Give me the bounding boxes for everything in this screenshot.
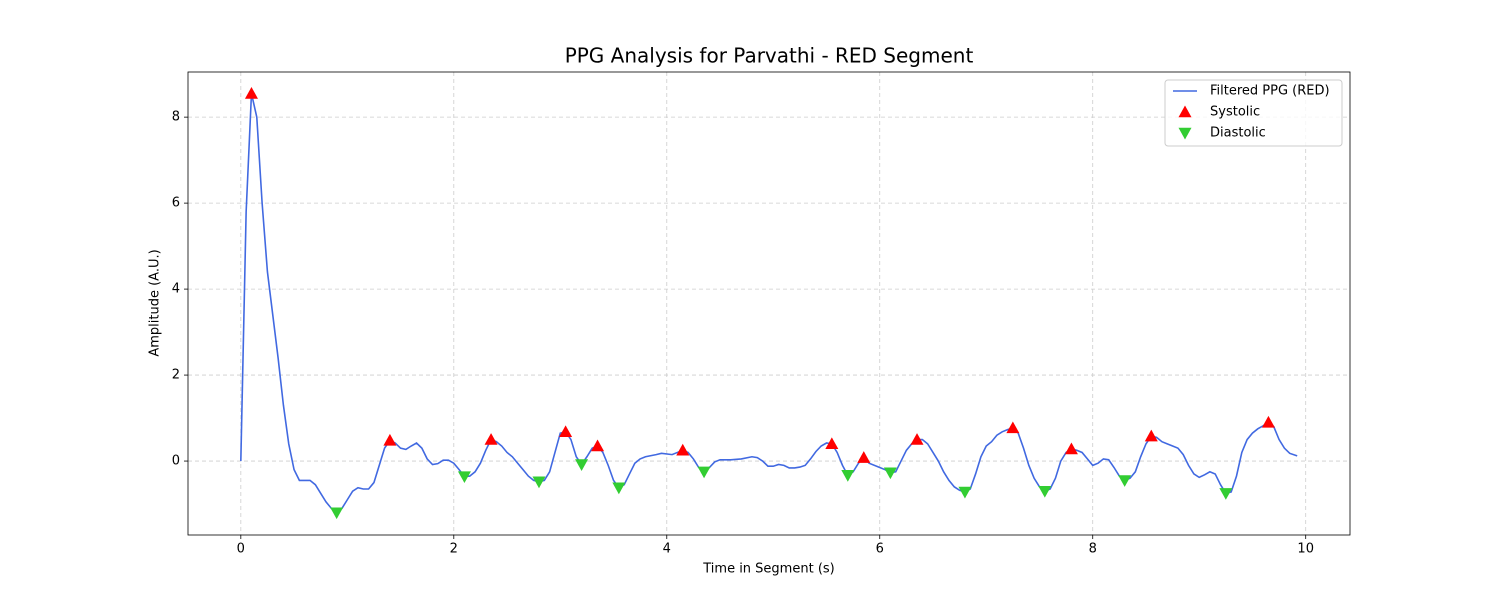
peak-marker (883, 467, 897, 480)
peak-marker (841, 470, 855, 482)
x-axis-label: Time in Segment (s) (702, 562, 834, 577)
peak-marker (825, 437, 839, 450)
peak-marker (676, 443, 690, 456)
peak-marker (484, 433, 498, 445)
y-tick-label: 4 (172, 282, 180, 297)
peak-marker (591, 439, 605, 452)
peak-marker (857, 451, 871, 463)
y-axis-label: Amplitude (A.U.) (148, 249, 163, 356)
x-tick-label: 6 (876, 542, 884, 557)
peak-marker (1118, 475, 1132, 487)
x-tick-label: 4 (663, 542, 671, 557)
peak-marker (457, 471, 471, 484)
legend-label: Systolic (1210, 105, 1260, 120)
legend-label: Filtered PPG (RED) (1210, 84, 1330, 99)
y-tick-label: 0 (172, 454, 180, 469)
y-tick-label: 2 (172, 368, 180, 383)
signal-line (240, 93, 1298, 514)
peak-marker (958, 486, 972, 499)
peak-marker (612, 482, 626, 495)
legend-swatch (1178, 105, 1192, 118)
peak-marker (1064, 442, 1078, 455)
x-tick-label: 2 (450, 542, 458, 557)
peak-marker (532, 476, 546, 489)
peak-marker (330, 507, 344, 520)
x-tick-label: 8 (1089, 542, 1097, 557)
peak-marker (1006, 421, 1020, 434)
peak-marker (1261, 415, 1275, 428)
peak-marker (244, 86, 258, 99)
peak-marker (383, 433, 397, 446)
legend-swatch (1178, 127, 1192, 140)
legend-box (1164, 79, 1343, 147)
y-tick-label: 6 (172, 196, 180, 211)
peak-marker (1144, 429, 1158, 442)
legend: Filtered PPG (RED) Systolic Diastolic (1164, 79, 1343, 147)
peak-marker (1219, 488, 1233, 500)
peak-marker (697, 466, 711, 479)
x-tick-label: 10 (1297, 542, 1314, 557)
peak-marker (575, 459, 589, 471)
y-tick-label: 8 (172, 110, 180, 125)
x-tick-label: 0 (237, 542, 245, 557)
legend-label: Diastolic (1210, 126, 1266, 141)
plot-frame (187, 71, 1351, 536)
chart-title: PPG Analysis for Parvathi - RED Segment (565, 44, 974, 68)
peak-marker (559, 425, 573, 438)
peak-marker (1038, 485, 1052, 498)
peak-marker (910, 433, 924, 445)
